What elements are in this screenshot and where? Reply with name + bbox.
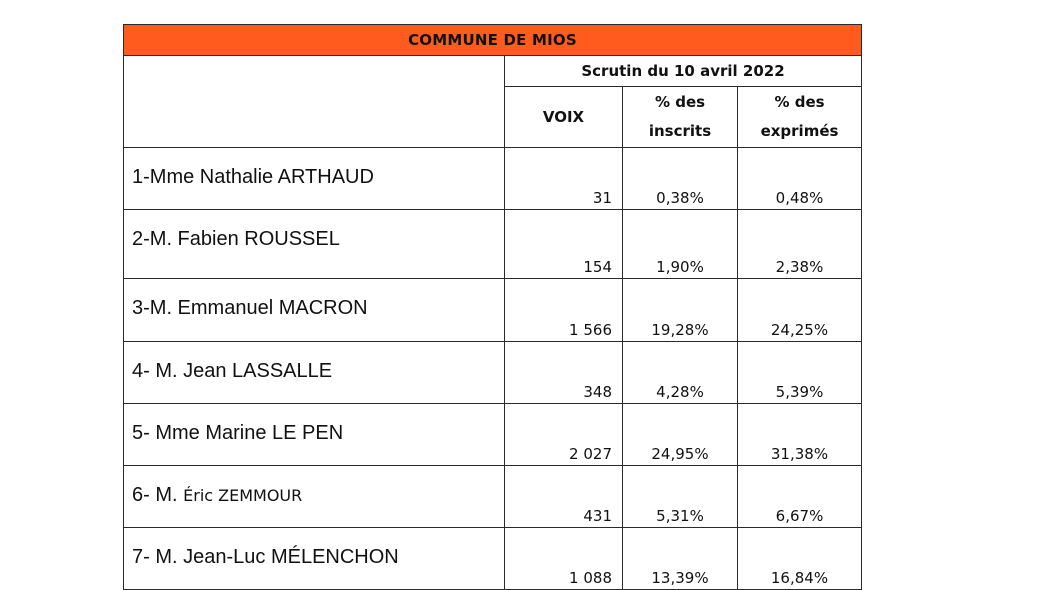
voix-cell: 348	[504, 341, 623, 404]
table-row: 3-M. Emmanuel MACRON 1 566 19,28% 24,25%	[123, 278, 862, 342]
inscrits-cell: 4,28%	[622, 341, 738, 404]
candidate-name-text: 2-M. Fabien ROUSSEL	[132, 228, 340, 250]
voix-cell: 154	[504, 209, 623, 279]
candidate-name: 5- Mme Marine LE PEN	[123, 403, 505, 466]
candidate-name-text: 4- M. Jean LASSALLE	[132, 360, 333, 382]
table-row: 7- M. Jean-Luc MÉLENCHON 1 088 13,39% 16…	[123, 527, 862, 590]
inscrits-cell: 1,90%	[622, 209, 738, 279]
header-blank-cell	[123, 55, 505, 148]
candidate-name-text: 5- Mme Marine LE PEN	[132, 422, 344, 444]
exprimes-header-line2: exprimés	[760, 122, 839, 140]
table-row: 5- Mme Marine LE PEN 2 027 24,95% 31,38%	[123, 403, 862, 466]
exprimes-header-line1: % des	[774, 93, 825, 111]
voix-header: VOIX	[504, 86, 623, 148]
exprimes-cell: 0,48%	[737, 147, 862, 210]
inscrits-cell: 19,28%	[622, 278, 738, 342]
voix-cell: 1 566	[504, 278, 623, 342]
inscrits-header-line1: % des	[654, 93, 706, 111]
candidate-name-text: 7- M. Jean-Luc MÉLENCHON	[132, 546, 399, 568]
inscrits-cell: 24,95%	[622, 403, 738, 466]
candidate-name: 1-Mme Nathalie ARTHAUD	[123, 147, 505, 210]
table-row: 6- M. Éric ZEMMOUR 431 5,31% 6,67%	[123, 465, 862, 528]
exprimes-header: % des exprimés	[737, 86, 862, 148]
candidate-name-suffix: Éric ZEMMOUR	[183, 486, 303, 505]
voix-cell: 2 027	[504, 403, 623, 466]
inscrits-cell: 0,38%	[622, 147, 738, 210]
table-row: 4- M. Jean LASSALLE 348 4,28% 5,39%	[123, 341, 862, 404]
commune-title: COMMUNE DE MIOS	[123, 24, 862, 56]
table-row: 1-Mme Nathalie ARTHAUD 31 0,38% 0,48%	[123, 147, 862, 210]
results-table: COMMUNE DE MIOS Scrutin du 10 avril 2022…	[123, 24, 862, 590]
inscrits-header: % des inscrits	[622, 86, 738, 148]
exprimes-cell: 31,38%	[737, 403, 862, 466]
voix-cell: 31	[504, 147, 623, 210]
exprimes-cell: 16,84%	[737, 527, 862, 590]
scrutin-header: Scrutin du 10 avril 2022	[504, 55, 862, 87]
exprimes-cell: 6,67%	[737, 465, 862, 528]
voix-cell: 431	[504, 465, 623, 528]
exprimes-cell: 24,25%	[737, 278, 862, 342]
candidate-name: 4- M. Jean LASSALLE	[123, 341, 505, 404]
candidate-name: 3-M. Emmanuel MACRON	[123, 278, 505, 342]
exprimes-cell: 5,39%	[737, 341, 862, 404]
candidate-name-text: 1-Mme Nathalie ARTHAUD	[132, 166, 374, 188]
table-row: 2-M. Fabien ROUSSEL 154 1,90% 2,38%	[123, 209, 862, 279]
inscrits-header-line2: inscrits	[648, 122, 712, 140]
exprimes-cell: 2,38%	[737, 209, 862, 279]
candidate-name: 6- M. Éric ZEMMOUR	[123, 465, 505, 528]
voix-cell: 1 088	[504, 527, 623, 590]
candidate-name-text: 6- M.	[132, 484, 184, 506]
inscrits-cell: 5,31%	[622, 465, 738, 528]
candidate-name-text: 3-M. Emmanuel MACRON	[132, 297, 368, 319]
results-sheet: COMMUNE DE MIOS Scrutin du 10 avril 2022…	[123, 24, 862, 590]
candidate-name: 7- M. Jean-Luc MÉLENCHON	[123, 527, 505, 590]
candidate-name: 2-M. Fabien ROUSSEL	[123, 209, 505, 279]
inscrits-cell: 13,39%	[622, 527, 738, 590]
